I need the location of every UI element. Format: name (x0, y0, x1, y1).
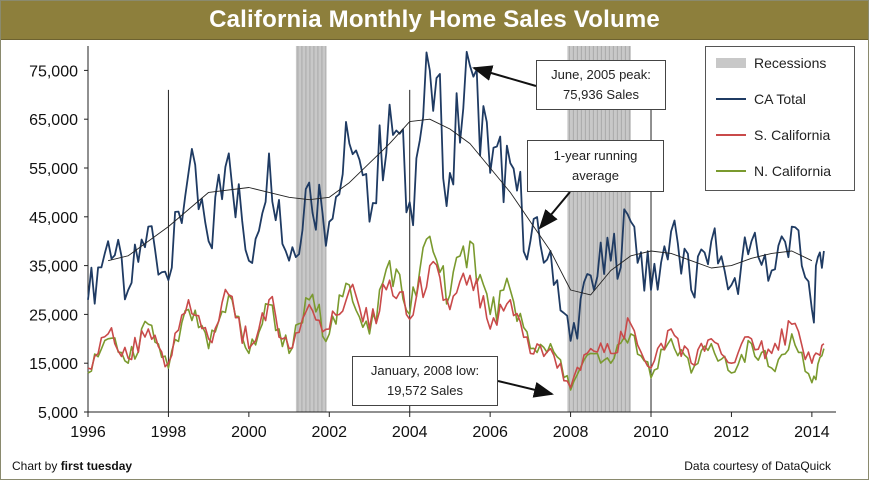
x-tick-label: 2004 (392, 424, 428, 441)
data-source: Data courtesy of DataQuick (684, 459, 831, 473)
x-tick-label: 2006 (472, 424, 508, 441)
s-california-line (87, 260, 825, 389)
x-tick-label: 2002 (311, 424, 347, 441)
legend-item-recessions: Recessions (716, 55, 826, 71)
chart-title: California Monthly Home Sales Volume (209, 6, 660, 33)
y-tick-label: 75,000 (29, 63, 78, 80)
recession-swatch (716, 58, 746, 68)
legend-item-s-california: S. California (716, 127, 830, 143)
s-california-swatch (716, 134, 746, 136)
y-tick-label: 15,000 (29, 356, 78, 373)
legend: Recessions CA Total S. California N. Cal… (705, 46, 855, 191)
axes: 5,000 15,000 25,000 35,000 45,000 55,000 65,00… (29, 46, 836, 441)
credit-prefix: Chart by (12, 459, 61, 473)
x-tick-label: 2000 (231, 424, 267, 441)
low-annotation-line1: January, 2008 low: (370, 363, 480, 378)
average-annotation-line1: 1-year running (553, 148, 638, 163)
n-california-swatch (716, 170, 746, 172)
x-tick-label: 1996 (70, 424, 106, 441)
annotation-arrows (472, 65, 571, 398)
legend-label: S. California (754, 127, 831, 143)
legend-label: N. California (754, 163, 832, 179)
y-tick-label: 45,000 (29, 210, 78, 227)
y-tick-label: 5,000 (38, 405, 78, 422)
peak-annotation-line1: June, 2005 peak: (551, 67, 651, 82)
credit-brand: first tuesday (60, 459, 133, 473)
legend-item-ca-total: CA Total (716, 91, 806, 107)
running-average-line (107, 118, 813, 296)
x-tick-label: 2008 (553, 424, 589, 441)
x-tick-label: 2010 (633, 424, 669, 441)
y-tick-label: 35,000 (29, 259, 78, 276)
ca-total-swatch (716, 98, 746, 100)
average-arrow (538, 191, 571, 230)
n-california-line (87, 235, 825, 391)
peak-annotation: June, 2005 peak: 75,936 Sales (536, 60, 666, 110)
title-bar: California Monthly Home Sales Volume (1, 1, 868, 40)
peak-annotation-line2: 75,936 Sales (563, 87, 639, 102)
x-tick-label: 1998 (151, 424, 187, 441)
series-lines (87, 50, 825, 391)
x-tick-label: 2012 (714, 424, 750, 441)
average-annotation: 1-year running average (527, 140, 664, 192)
legend-item-n-california: N. California (716, 163, 831, 179)
y-tick-label: 65,000 (29, 112, 78, 129)
y-tick-label: 55,000 (29, 161, 78, 178)
recession-band (295, 46, 327, 412)
low-annotation: January, 2008 low: 19,572 Sales (352, 356, 498, 406)
chart-credit: Chart by first tuesday (12, 459, 132, 473)
legend-label: CA Total (754, 91, 806, 107)
x-tick-label: 2014 (794, 424, 830, 441)
low-arrow (497, 380, 554, 398)
ca-total-line (87, 50, 825, 342)
legend-label: Recessions (754, 55, 827, 71)
peak-arrow (472, 65, 537, 87)
average-annotation-line2: average (572, 168, 619, 183)
low-annotation-line2: 19,572 Sales (387, 383, 463, 398)
y-tick-label: 25,000 (29, 307, 78, 324)
